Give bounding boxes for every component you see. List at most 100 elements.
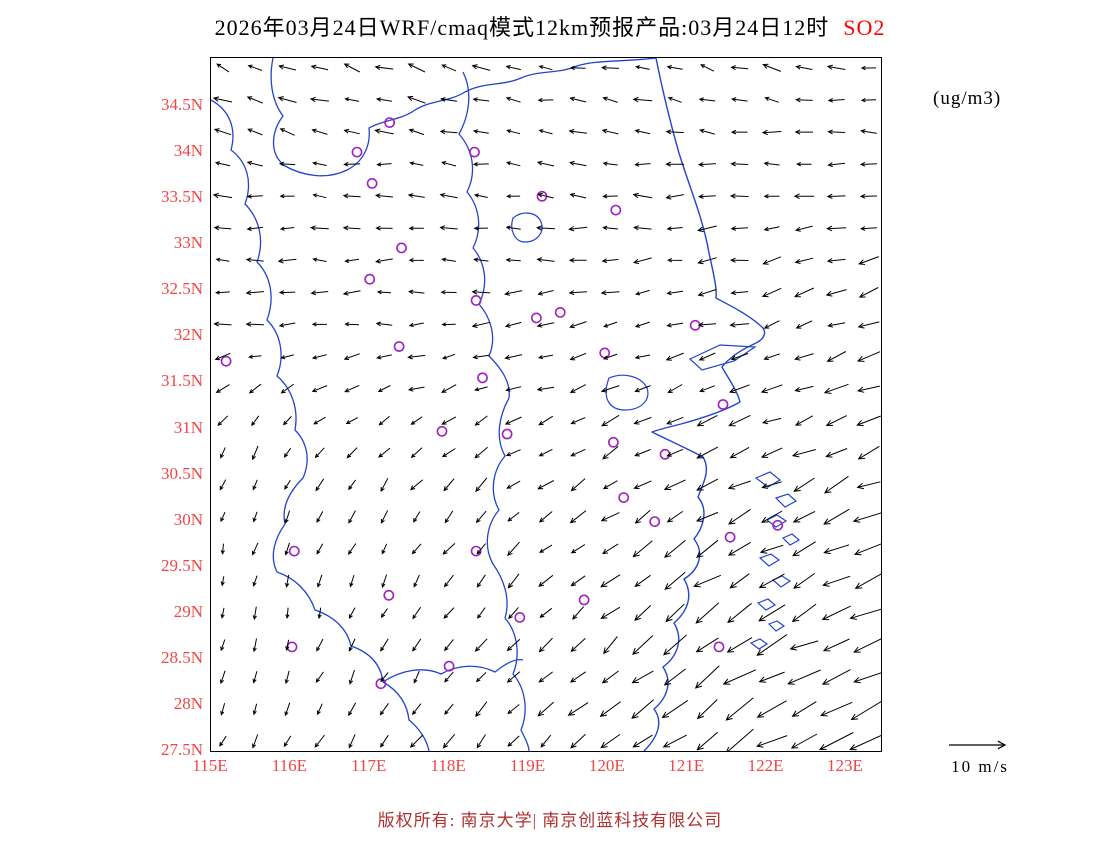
station-marker (470, 294, 482, 306)
wind-vector-arrow (856, 351, 881, 362)
wind-vector-arrow (569, 352, 587, 361)
wind-vector-arrow (665, 129, 684, 135)
wind-vector-arrow (506, 161, 521, 167)
wind-vector-arrow (505, 257, 521, 263)
wind-vector-arrow (476, 574, 486, 588)
wind-vector-arrow (759, 544, 784, 554)
wind-vector-arrow (408, 128, 425, 136)
lat-tick-label: 30N (173, 509, 203, 529)
reference-arrow-icon (949, 740, 1007, 750)
wind-vector-arrow (795, 320, 813, 329)
wind-vector-arrow (315, 671, 324, 683)
wind-vector-arrow (220, 639, 226, 652)
wind-vector-arrow (600, 733, 621, 749)
wind-vector-arrow (761, 129, 782, 136)
wind-vector-arrow (538, 129, 553, 135)
wind-vector-arrow (696, 446, 719, 459)
lat-tick-label: 28.5N (160, 647, 203, 667)
wind-vector-arrow (508, 607, 519, 620)
wind-vector-arrow (440, 289, 457, 295)
wind-vector-arrow (216, 63, 230, 73)
wind-vector-arrow (600, 574, 621, 588)
wind-vector-arrow (504, 321, 522, 328)
wind-vector-arrow (279, 226, 295, 231)
station-marker (610, 204, 622, 216)
province-boundary-line (270, 58, 657, 177)
wind-vector-arrow (569, 671, 586, 683)
wind-vector-arrow (473, 257, 489, 263)
wind-vector-arrow (284, 480, 291, 490)
wind-vector-arrow (728, 508, 751, 525)
wind-vector-arrow (698, 193, 716, 199)
wind-vector-arrow (219, 670, 226, 685)
wind-vector-arrow (537, 192, 554, 199)
wind-vector-arrow (663, 634, 687, 656)
wind-vector-arrow (380, 608, 388, 619)
wind-vector-arrow (410, 416, 423, 425)
wind-vector-arrow (283, 735, 292, 748)
wind-vector-arrow (248, 354, 262, 359)
wind-vector-arrow (506, 129, 521, 135)
wind-vector-arrow (214, 352, 231, 361)
wind-vector-arrow (536, 160, 555, 167)
wind-vector-arrow (220, 703, 226, 716)
wind-vector-arrow (764, 96, 779, 103)
wind-vector-arrow (343, 353, 360, 361)
wind-vector-arrow (600, 385, 620, 393)
wind-vector-arrow (634, 574, 651, 587)
wind-vector-arrow (860, 129, 877, 134)
wind-vector-arrow (758, 671, 785, 683)
wind-vector-arrow (758, 604, 786, 622)
wind-vector-arrow (634, 321, 650, 328)
wind-vector-arrow (826, 193, 846, 199)
station-marker (618, 492, 630, 503)
wind-vector-arrow (663, 668, 687, 686)
wind-vector-arrow (860, 65, 877, 71)
wind-vector-arrow (667, 384, 683, 394)
wind-vector-arrow (376, 290, 392, 295)
wind-vector-arrow (663, 479, 686, 490)
wind-vector-arrow (442, 543, 456, 555)
wind-vector-arrow (410, 479, 424, 491)
wind-vector-arrow (441, 384, 457, 393)
wind-vector-arrow (570, 417, 586, 425)
wind-vector-arrow (826, 64, 846, 70)
lon-tick-label: 121E (668, 756, 705, 775)
island-path (781, 533, 801, 546)
wind-vector-arrow (442, 733, 456, 749)
wind-vector-arrow (572, 606, 585, 620)
wind-vector-arrow (279, 128, 295, 136)
wind-vector-arrow (826, 225, 847, 232)
wind-vector-arrow (662, 734, 687, 748)
title-species-so2: SO2 (843, 15, 886, 40)
wind-vector-arrow (316, 703, 323, 716)
wind-vector-arrow (827, 97, 845, 103)
wind-vector-arrow (342, 225, 361, 231)
station-marker (717, 399, 729, 410)
wind-vector-arrow (569, 510, 587, 524)
lat-tick-label: 31N (173, 417, 203, 437)
wind-vector-arrow (410, 447, 423, 459)
wind-vector-arrow (246, 226, 263, 231)
wind-vector-arrow (857, 445, 880, 460)
wind-vector-arrow (760, 447, 783, 458)
station-marker (366, 178, 378, 189)
wind-vector-arrow (348, 607, 356, 619)
wind-vector-arrow (666, 226, 683, 231)
wind-vector-arrow (730, 161, 749, 167)
wind-vector-arrow (215, 290, 230, 295)
wind-vector-arrow (504, 290, 523, 296)
wind-vector-arrow (603, 353, 618, 360)
wind-vector-arrow (475, 671, 487, 683)
wind-vector-arrow (729, 573, 750, 589)
wind-vector-arrow (787, 669, 821, 685)
wind-vector-arrow (380, 477, 389, 493)
wind-vector-arrow (569, 160, 587, 167)
wind-vector-arrow (827, 129, 845, 135)
wind-vector-arrow (726, 637, 753, 653)
wind-vector-arrow (474, 446, 488, 459)
wind-vector-arrow (794, 353, 814, 361)
station-marker (351, 146, 363, 158)
wind-vector-arrow (316, 574, 323, 588)
wind-vector-arrow (761, 417, 782, 425)
